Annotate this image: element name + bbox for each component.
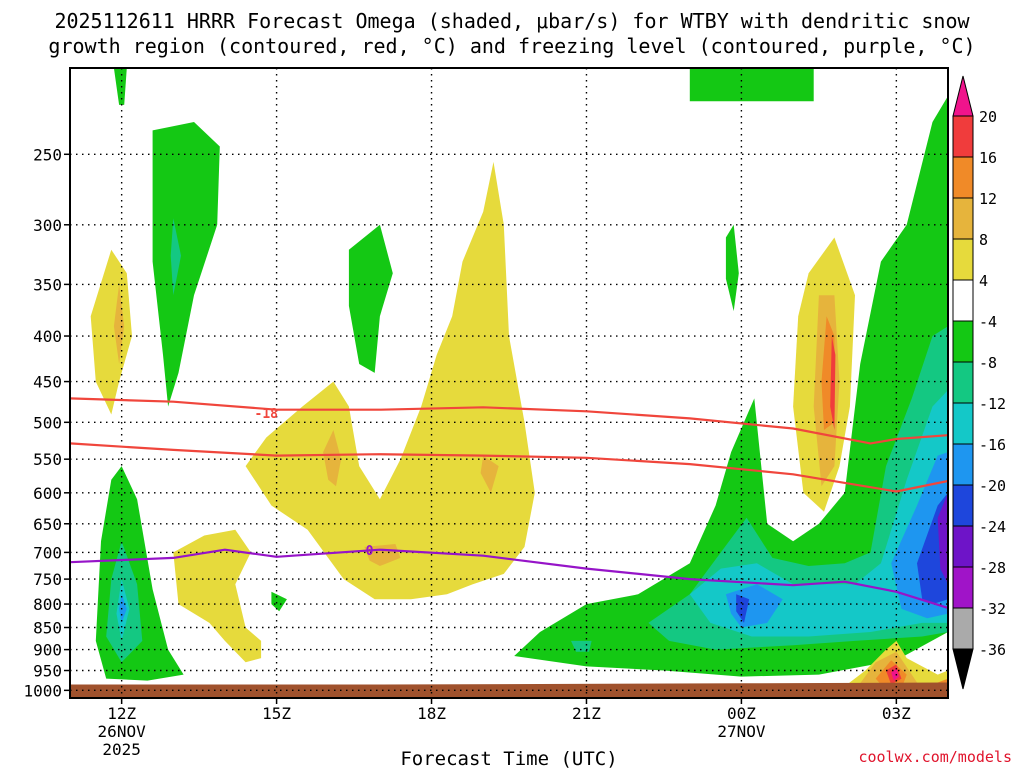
y-tick-label-500: 500 [33, 413, 62, 432]
omega-region-pos4-22 [173, 529, 262, 663]
colorbar-label-8: -16 [979, 436, 1006, 454]
dgz-contour-0 [70, 397, 948, 445]
colorbar-label-1: 16 [979, 149, 997, 167]
colorbar-swatch-7 [952, 402, 974, 445]
omega-region-neg12-13 [689, 390, 948, 637]
colorbar-label-6: -8 [979, 354, 997, 372]
colorbar-swatch-10 [952, 525, 974, 568]
colorbar-swatch-12 [952, 607, 974, 650]
x-tick-label-21Z: 21Z [572, 704, 601, 723]
colorbar-swatch-11 [952, 566, 974, 609]
y-axis-ticks: 250 300 350 400 450 500 550 600 650 700 750 800 850 9… [23, 145, 70, 700]
y-tick-label-400: 400 [33, 327, 62, 346]
dgz-contour-1 [70, 442, 948, 493]
colorbar-swatch-4 [952, 279, 974, 322]
y-tick-label-300: 300 [33, 216, 62, 235]
omega-shading [90, 68, 948, 691]
dgz-contour-0-label: -18 [255, 407, 279, 422]
x-tick-label-18Z: 18Z [417, 704, 446, 723]
grid-lines [70, 68, 948, 698]
colorbar-label-10: -24 [979, 518, 1006, 536]
y-tick-label-700: 700 [33, 543, 62, 562]
x-tick-label-12Z: 12Z [107, 704, 136, 723]
omega-region-neg4-10 [689, 68, 814, 102]
y-tick-label-450: 450 [33, 373, 62, 392]
x-tick-label-15Z: 15Z [262, 704, 291, 723]
colorbar-swatch-5 [952, 320, 974, 363]
y-tick-label-900: 900 [33, 641, 62, 660]
y-tick-label-850: 850 [33, 618, 62, 637]
chart-title-line-2: growth region (contoured, red, °C) and f… [48, 34, 975, 58]
y-tick-label-600: 600 [33, 484, 62, 503]
x-axis-label: Forecast Time (UTC) [400, 748, 617, 768]
omega-region-pos20-35 [891, 668, 899, 681]
freezing-level-contour-label: 0 [366, 544, 374, 559]
colorbar-label-13: -36 [979, 641, 1006, 659]
y-tick-label-250: 250 [33, 145, 62, 164]
y-tick-label-800: 800 [33, 595, 62, 614]
colorbar-swatch-9 [952, 484, 974, 527]
omega-region-neg4-0 [113, 68, 127, 105]
colorbar-top-cap [952, 75, 974, 117]
x-tick-label-03Z: 03Z [882, 704, 911, 723]
omega-region-neg4-5 [152, 122, 220, 407]
freezing-level-contour [70, 548, 948, 609]
omega-region-neg20-16 [736, 594, 750, 623]
y-tick-label-350: 350 [33, 275, 62, 294]
x-tick-date-12Z: 26NOV [98, 722, 147, 741]
x-tick-year-12Z: 2025 [102, 740, 141, 759]
omega-region-neg16-4 [119, 594, 127, 623]
y-tick-label-950: 950 [33, 662, 62, 681]
colorbar-legend: 20 16 12 8 4 -4 -8 -12 -16 -20 -24 -28 -32 -36 [952, 75, 1006, 690]
plot-frame [69, 67, 949, 699]
omega-region-neg8-6 [170, 218, 181, 296]
omega-region-pos8-25 [480, 455, 499, 493]
chart-title-line-1: 2025112611 HRRR Forecast Omega (shaded, … [54, 9, 970, 33]
colorbar-label-4: 4 [979, 272, 988, 290]
omega-region-neg24-18 [937, 492, 948, 585]
colorbar-label-9: -20 [979, 477, 1006, 495]
colorbar-label-5: -4 [979, 313, 997, 331]
colorbar-swatch-6 [952, 361, 974, 404]
colorbar-swatch-1 [952, 156, 974, 199]
colorbar-label-11: -28 [979, 559, 1006, 577]
colorbar-swatch-0 [952, 115, 974, 158]
temperature-contours: -18 0 [70, 397, 948, 609]
colorbar-label-0: 20 [979, 108, 997, 126]
colorbar-swatch-2 [952, 197, 974, 240]
omega-region-pos4-23 [245, 161, 535, 600]
omega-region-pos16-30 [830, 336, 836, 430]
y-tick-label-550: 550 [33, 450, 62, 469]
colorbar-label-3: 8 [979, 231, 988, 249]
colorbar-label-2: 12 [979, 190, 997, 208]
y-tick-label-650: 650 [33, 515, 62, 534]
colorbar-swatch-8 [952, 443, 974, 486]
y-tick-label-1000: 1000 [23, 681, 62, 700]
x-tick-label-00Z: 00Z [727, 704, 756, 723]
x-tick-date-00Z: 27NOV [717, 722, 766, 741]
omega-region-neg4-7 [348, 224, 393, 373]
colorbar-swatch-3 [952, 238, 974, 281]
colorbar-label-7: -12 [979, 395, 1006, 413]
colorbar-bottom-cap [952, 648, 974, 690]
omega-region-neg4-9 [725, 224, 739, 312]
credit-text: coolwx.com/models [858, 748, 1012, 766]
y-tick-label-750: 750 [33, 570, 62, 589]
omega-region-neg4-11 [514, 96, 948, 677]
colorbar-label-12: -32 [979, 600, 1006, 618]
omega-region-pos8-24 [323, 430, 342, 487]
omega-region-neg4-8 [271, 591, 287, 612]
